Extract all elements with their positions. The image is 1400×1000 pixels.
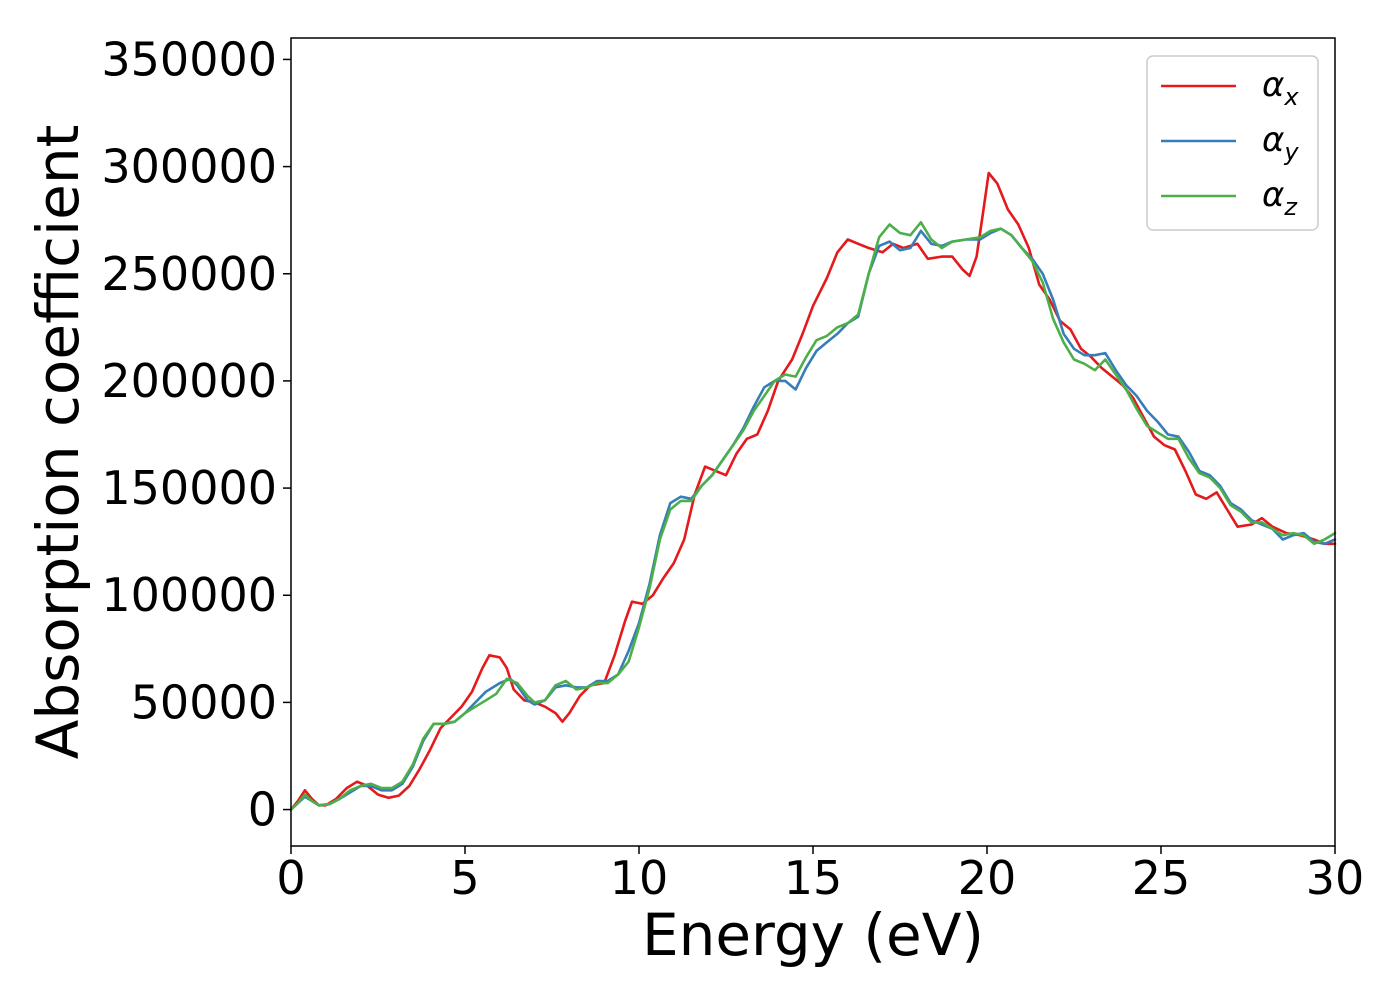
legend-box <box>1146 55 1319 231</box>
y-axis: 0 50000 100000 150000 200000 250000 300000 3500… <box>101 32 291 837</box>
x-tick-label: 10 <box>610 851 669 905</box>
y-tick-label: 200000 <box>101 354 277 408</box>
y-tick-label: 300000 <box>101 140 277 194</box>
x-tick-label: 15 <box>784 851 843 905</box>
x-tick-label: 25 <box>1132 851 1191 905</box>
y-tick-label: 350000 <box>101 32 277 86</box>
series-line-x <box>289 171 1337 811</box>
series-line-z <box>289 221 1337 811</box>
x-tick-label: 20 <box>958 851 1017 905</box>
x-axis: 0 5 10 15 20 25 30 <box>276 846 1364 905</box>
x-tick-label: 5 <box>450 851 479 905</box>
y-tick-label: 50000 <box>131 675 277 729</box>
x-axis-label: Energy (eV) <box>642 901 984 969</box>
legend-label-z: αz <box>1262 175 1298 221</box>
y-axis-label: Absorption coefficient <box>24 125 92 760</box>
x-tick-label: 0 <box>276 851 305 905</box>
x-tick-label: 30 <box>1306 851 1365 905</box>
series-layer <box>289 171 1337 811</box>
y-tick-label: 150000 <box>101 461 277 515</box>
y-tick-label: 0 <box>248 783 277 837</box>
legend: αx αy αz <box>1146 55 1319 231</box>
y-tick-label: 250000 <box>101 247 277 301</box>
y-tick-label: 100000 <box>101 568 277 622</box>
legend-label-y: αy <box>1262 120 1299 166</box>
legend-label-x: αx <box>1262 65 1299 111</box>
